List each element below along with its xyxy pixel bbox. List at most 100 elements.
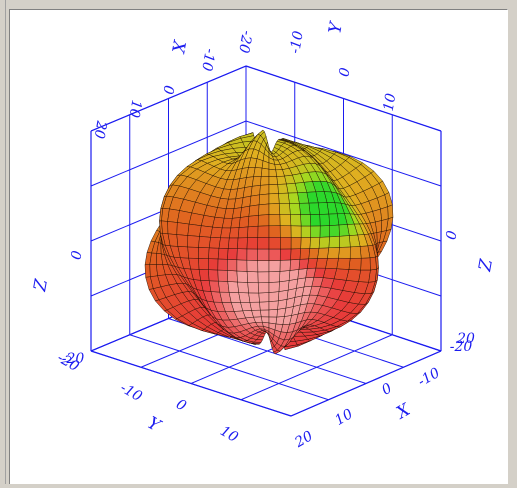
surface-patch bbox=[269, 237, 280, 249]
surface-patch bbox=[330, 225, 340, 237]
surface-patch bbox=[319, 237, 330, 248]
y-tick-label: -10 bbox=[117, 380, 145, 405]
surface-patch bbox=[269, 249, 280, 261]
surface-patch bbox=[237, 249, 247, 261]
surface-patch bbox=[188, 236, 200, 248]
surface-patch bbox=[258, 283, 269, 293]
surface-patch bbox=[209, 281, 220, 292]
surface-patch bbox=[276, 317, 285, 325]
surface-patch bbox=[238, 227, 248, 238]
surface-patch bbox=[252, 176, 261, 186]
surface-patch bbox=[337, 258, 351, 269]
surface-patch bbox=[269, 260, 280, 271]
surface-patch bbox=[320, 226, 330, 238]
surface-patch bbox=[228, 282, 239, 293]
x-tick-label: 10 bbox=[332, 406, 356, 429]
surface-patch bbox=[237, 238, 247, 249]
surface-patch bbox=[280, 226, 291, 238]
surface-patch bbox=[219, 238, 229, 249]
x-axis-label: X bbox=[392, 400, 415, 425]
surface-patch bbox=[250, 195, 260, 206]
surface-patch bbox=[199, 236, 211, 247]
surface-patch bbox=[237, 271, 248, 283]
surface-patch bbox=[298, 269, 308, 280]
surface-patch bbox=[199, 269, 209, 280]
surface-patch bbox=[260, 185, 269, 195]
surface-patch bbox=[318, 203, 329, 215]
z-tick-label: 0 bbox=[68, 249, 85, 261]
surface-patch bbox=[280, 237, 291, 249]
x-axis-label: X bbox=[167, 37, 189, 55]
surface-patch bbox=[240, 206, 250, 217]
surface-patch bbox=[277, 176, 287, 184]
z-tick-label: -20 bbox=[450, 339, 473, 355]
y-tick-label: -10 bbox=[287, 30, 307, 55]
surface-patch bbox=[258, 226, 269, 238]
surface-patch bbox=[260, 176, 269, 185]
surface-patch bbox=[329, 236, 340, 248]
surface-patch bbox=[310, 237, 320, 248]
surface-patch bbox=[177, 235, 188, 247]
surface-patch bbox=[310, 214, 320, 226]
surface-patch bbox=[218, 259, 228, 271]
left-edge-strip bbox=[0, 0, 6, 484]
surface-patch bbox=[247, 249, 258, 261]
surface-patch bbox=[259, 194, 269, 205]
surface-patch bbox=[260, 310, 269, 317]
y-tick-label: 10 bbox=[217, 423, 241, 446]
surface-patch bbox=[349, 258, 361, 270]
surface-patch bbox=[269, 226, 280, 238]
y-tick-label: 0 bbox=[336, 66, 353, 78]
surface-patch bbox=[309, 248, 319, 259]
surface-patch bbox=[249, 293, 260, 302]
x-tick-label: -20 bbox=[235, 29, 255, 54]
surface-patch bbox=[300, 249, 310, 260]
surface-patch bbox=[208, 270, 218, 281]
surface-patch bbox=[269, 271, 280, 282]
surface-patch bbox=[188, 247, 199, 259]
surface-patch bbox=[269, 177, 278, 185]
surface-patch bbox=[258, 261, 269, 272]
surface-patch bbox=[269, 203, 280, 214]
surface-patch bbox=[329, 214, 339, 226]
z-tick-label: 0 bbox=[443, 229, 460, 241]
surface-patch bbox=[269, 214, 280, 226]
surface-patch bbox=[339, 247, 351, 258]
surface-patch bbox=[258, 272, 269, 283]
surface-patch bbox=[269, 184, 279, 194]
surface-patch bbox=[280, 271, 290, 282]
surface-patch bbox=[350, 246, 361, 258]
surface-patch bbox=[218, 248, 228, 259]
y-axis-label: Y bbox=[325, 19, 347, 35]
surface-patch bbox=[340, 236, 351, 248]
x-tick-label: -10 bbox=[415, 365, 443, 390]
surface-patch bbox=[247, 272, 258, 283]
surface-patch bbox=[231, 218, 241, 229]
surface-patch bbox=[177, 223, 189, 236]
surface-patch bbox=[168, 221, 178, 234]
surface-patch bbox=[252, 310, 262, 317]
surface-patch bbox=[259, 293, 269, 303]
surface-patch bbox=[320, 214, 330, 226]
surface-patch bbox=[269, 309, 278, 317]
surface-patch bbox=[289, 269, 299, 280]
surface-patch bbox=[291, 226, 301, 238]
surface-patch bbox=[228, 238, 238, 249]
surface-patch bbox=[279, 203, 290, 214]
surface-patch bbox=[309, 203, 320, 215]
surface-patch bbox=[248, 215, 258, 227]
surface-patch bbox=[301, 238, 311, 249]
surface-patch bbox=[280, 260, 291, 272]
surface-patch bbox=[247, 226, 258, 238]
surface-patch bbox=[238, 282, 249, 293]
x-tick-label: 20 bbox=[291, 428, 315, 451]
surface-patch bbox=[247, 260, 258, 272]
surface-patch bbox=[261, 317, 269, 323]
surface-patch bbox=[188, 224, 202, 236]
surface-patch bbox=[269, 317, 277, 324]
x-tick-label: -10 bbox=[198, 47, 218, 72]
surface-patch bbox=[239, 293, 250, 303]
surface-patch bbox=[200, 226, 213, 238]
